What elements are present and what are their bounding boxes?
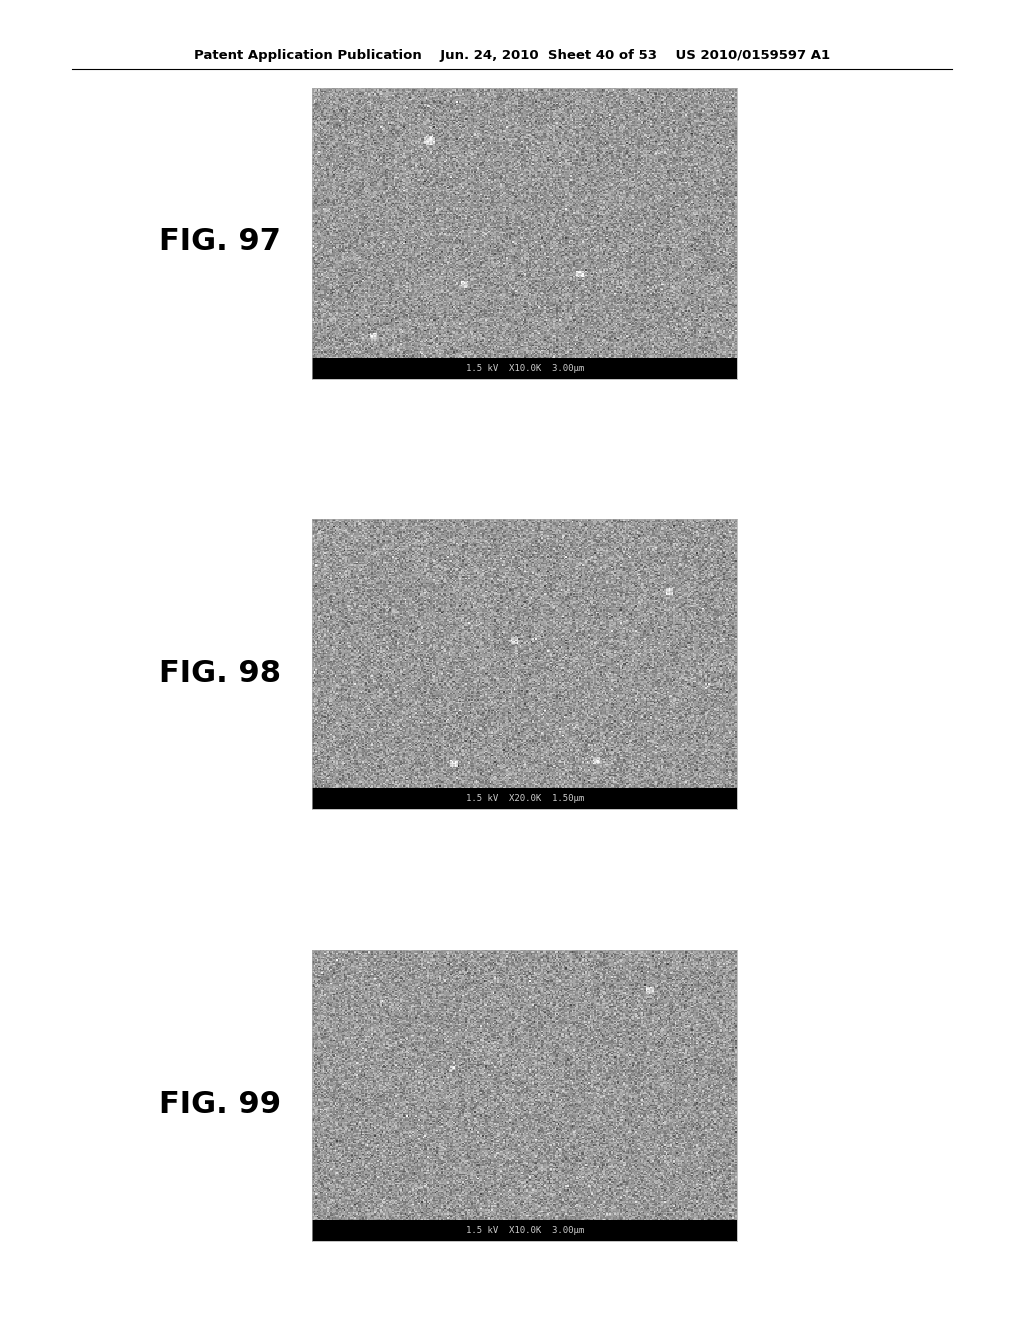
Text: 1.5 kV  X20.0K  1.50μm: 1.5 kV X20.0K 1.50μm [466,795,584,803]
Text: FIG. 97: FIG. 97 [159,227,281,256]
Text: FIG. 98: FIG. 98 [159,659,281,688]
Text: FIG. 99: FIG. 99 [159,1090,281,1119]
Text: 1.5 kV  X10.0K  3.00μm: 1.5 kV X10.0K 3.00μm [466,1226,584,1234]
Text: Patent Application Publication    Jun. 24, 2010  Sheet 40 of 53    US 2010/01595: Patent Application Publication Jun. 24, … [194,49,830,62]
Text: 1.5 kV  X10.0K  3.00μm: 1.5 kV X10.0K 3.00μm [466,364,584,372]
